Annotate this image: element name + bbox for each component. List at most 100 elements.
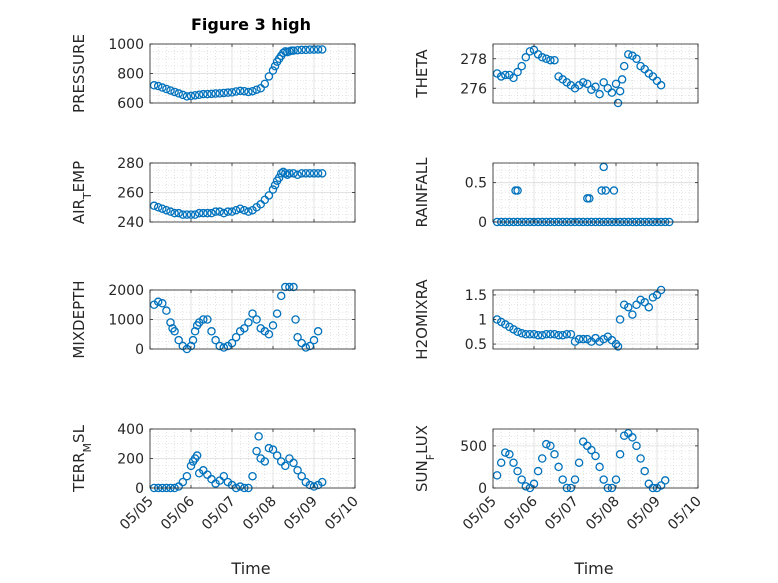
data-point — [149, 201, 159, 211]
data-point — [235, 86, 245, 96]
data-point — [615, 450, 625, 459]
data-series — [149, 45, 327, 101]
data-point — [570, 337, 580, 346]
data-point — [550, 55, 559, 65]
data-point — [162, 306, 171, 315]
data-point — [558, 475, 567, 484]
x-tick-label: 05/05 — [460, 494, 500, 534]
data-point — [188, 335, 198, 345]
data-point — [542, 329, 551, 339]
data-point — [583, 334, 592, 344]
data-point — [264, 72, 274, 81]
data-point — [207, 208, 216, 218]
data-point — [203, 208, 212, 218]
y-tick-label: 500 — [460, 439, 487, 455]
data-point — [281, 169, 290, 178]
data-point — [297, 169, 306, 178]
data-series — [149, 167, 327, 219]
data-point — [270, 61, 280, 71]
data-point — [149, 81, 159, 90]
y-tick-label: 200 — [117, 452, 144, 468]
data-point — [517, 61, 526, 71]
data-point — [174, 208, 183, 218]
data-point — [268, 185, 278, 194]
data-point — [656, 81, 666, 90]
data-point — [305, 169, 315, 178]
data-point — [215, 207, 224, 216]
data-point — [285, 282, 294, 292]
x-tick-label: 05/06 — [158, 493, 198, 533]
data-point — [194, 90, 204, 99]
x-tick-label: 05/08 — [240, 494, 280, 534]
y-tick-label: 0 — [478, 481, 487, 497]
data-point — [268, 445, 278, 454]
data-point — [166, 86, 175, 95]
data-point — [509, 325, 518, 334]
data-point — [190, 91, 200, 100]
data-point — [170, 208, 179, 218]
data-point — [505, 322, 514, 332]
y-axis-label: THETA — [413, 49, 431, 99]
x-tick-label: 05/06 — [501, 493, 541, 533]
data-point — [293, 466, 302, 475]
y-tick-label: 0.5 — [465, 176, 487, 192]
data-point — [278, 48, 288, 58]
axes-box — [492, 43, 699, 104]
data-point — [158, 204, 167, 213]
data-point — [609, 186, 619, 195]
data-point — [281, 282, 290, 292]
data-point — [542, 54, 551, 64]
data-point — [317, 477, 327, 487]
data-point — [529, 329, 539, 339]
data-point — [194, 208, 204, 218]
data-point — [301, 343, 311, 352]
data-point — [293, 332, 302, 342]
data-point — [274, 173, 284, 182]
data-point — [513, 67, 522, 77]
data-point — [244, 318, 253, 327]
data-point — [599, 475, 608, 484]
data-point — [595, 337, 604, 346]
data-point — [235, 204, 245, 213]
subplot-terr-msl: 0 200 400 05/05 05/06 05/07 05/08 05/09 05/10 TER… — [70, 422, 362, 533]
data-point — [317, 45, 327, 54]
data-point — [252, 446, 261, 456]
data-point — [260, 79, 270, 89]
data-point — [158, 83, 167, 92]
data-point — [186, 461, 196, 471]
data-point — [533, 330, 543, 340]
data-point — [219, 343, 229, 352]
data-point — [268, 66, 278, 75]
data-point — [291, 315, 300, 324]
y-axis-label: SUNFLUX — [413, 425, 437, 492]
data-point — [578, 78, 588, 87]
data-series — [492, 428, 670, 493]
data-point — [227, 207, 237, 216]
data-point — [297, 471, 306, 481]
data-point — [305, 341, 315, 351]
y-tick-label: 400 — [117, 422, 144, 438]
data-point — [505, 450, 514, 459]
x-tick-label: 05/07 — [199, 494, 239, 534]
data-point — [293, 45, 302, 55]
data-point — [252, 315, 261, 324]
data-point — [289, 458, 298, 468]
data-point — [496, 72, 506, 81]
data-point — [309, 169, 319, 178]
data-point — [231, 205, 241, 215]
data-point — [264, 329, 274, 339]
data-point — [595, 462, 604, 472]
data-point — [248, 471, 257, 481]
data-point — [281, 461, 290, 471]
data-point — [182, 210, 192, 219]
y-tick-label: 0 — [135, 342, 144, 358]
data-point — [207, 89, 216, 99]
data-point — [272, 309, 282, 318]
subplot-mixdepth: 0 1000 2000 MIXDEPTH — [70, 280, 356, 359]
data-point — [231, 87, 241, 96]
data-point — [219, 471, 229, 481]
data-point — [268, 321, 278, 330]
data-point — [153, 202, 163, 212]
data-point — [313, 45, 323, 54]
